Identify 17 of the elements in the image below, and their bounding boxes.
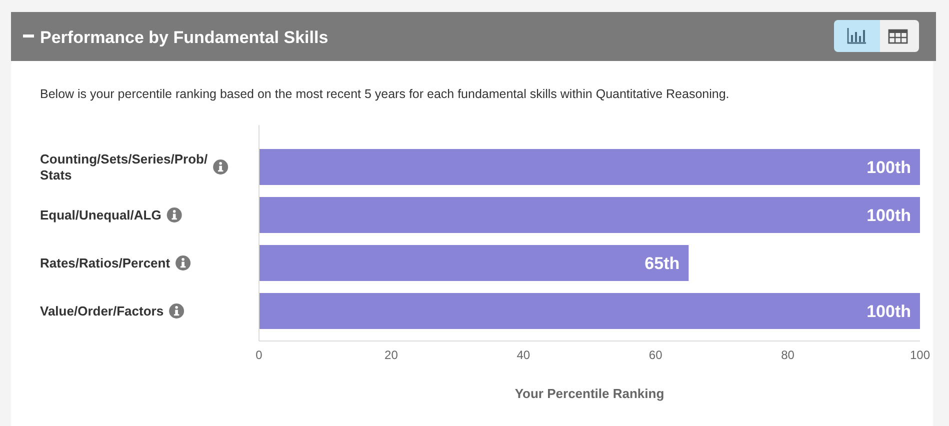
x-tick-label: 100 (910, 348, 930, 362)
y-tick-label: Equal/Unequal/ALG (40, 208, 162, 223)
chart-subtitle: Below is your percentile ranking based on the most recent 5 years for each fundamental skills within Quantitative Reasoning. (40, 87, 730, 101)
data-label: 100th (866, 158, 911, 177)
x-axis-title: Your Percentile Ranking (514, 386, 664, 401)
x-tick-label: 0 (256, 348, 263, 362)
x-tick-label: 80 (781, 348, 795, 362)
y-tick-label: Value/Order/Factors (40, 304, 164, 319)
data-label: 100th (866, 302, 911, 321)
data-label: 65th (644, 254, 680, 273)
chart-title: Performance by Fundamental Skills (40, 28, 328, 47)
y-tick-label: Rates/Ratios/Percent (40, 256, 171, 271)
x-tick-label: 60 (648, 348, 663, 362)
y-tick-label: Counting/Sets/Series/Prob/Stats (40, 152, 208, 183)
x-tick-label: 40 (516, 348, 530, 362)
data-label: 100th (866, 206, 911, 225)
x-tick-label: 20 (384, 348, 398, 362)
